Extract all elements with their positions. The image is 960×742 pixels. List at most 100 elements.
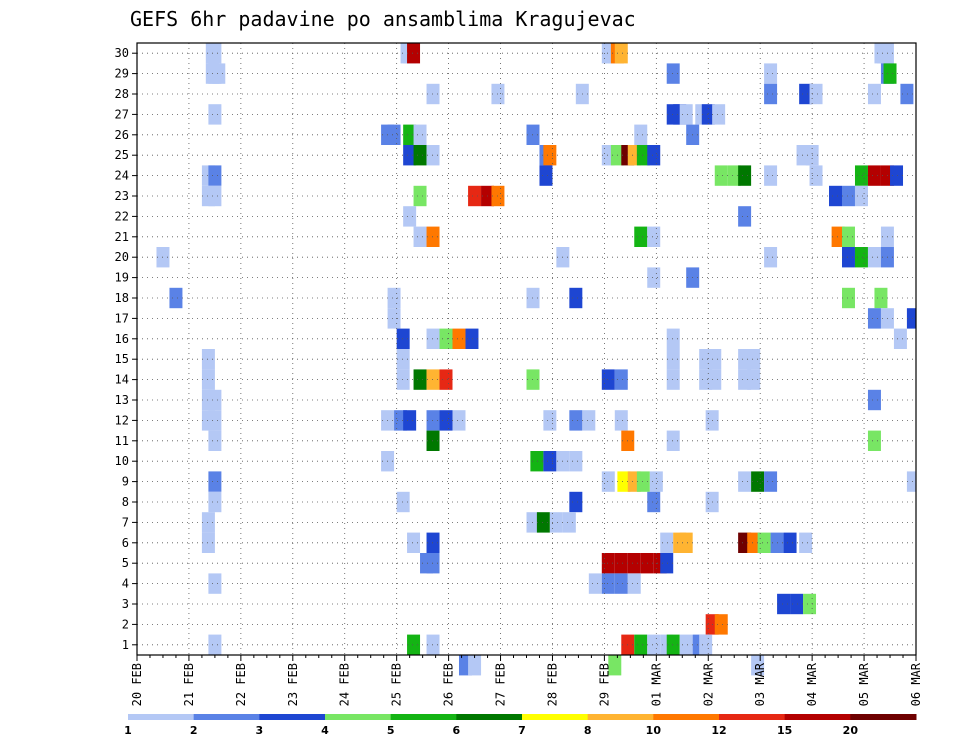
precip-cell bbox=[439, 369, 453, 390]
colorbar-label: 10 bbox=[646, 724, 662, 737]
y-tick-label: 7 bbox=[122, 515, 129, 529]
precip-cell bbox=[387, 287, 401, 309]
x-tick-label: 04 MAR bbox=[805, 662, 819, 706]
y-tick-label: 27 bbox=[115, 107, 129, 121]
precip-cell bbox=[403, 124, 417, 145]
precip-cell bbox=[601, 573, 615, 594]
precipitation-cells bbox=[156, 43, 916, 676]
colorbar-label: 8 bbox=[584, 724, 592, 737]
precip-cell bbox=[701, 104, 715, 125]
precip-cell bbox=[660, 553, 674, 574]
precip-cell bbox=[890, 165, 904, 186]
precip-cell bbox=[854, 185, 868, 207]
precip-cell bbox=[468, 655, 482, 676]
precip-cell bbox=[679, 104, 693, 125]
x-tick-label: 21 FEB bbox=[182, 663, 196, 706]
y-axis-ticks: 1234567891011121314151617181920212223242… bbox=[115, 46, 137, 652]
precip-cell bbox=[649, 471, 663, 492]
grid-lines bbox=[137, 43, 916, 655]
precip-cell bbox=[841, 185, 855, 207]
precip-cell bbox=[426, 634, 440, 655]
colorbar-swatch bbox=[850, 714, 917, 720]
colorbar-label: 12 bbox=[711, 724, 726, 737]
precip-cell bbox=[413, 185, 427, 207]
colorbar-label: 3 bbox=[256, 724, 264, 737]
y-tick-label: 12 bbox=[115, 413, 129, 427]
y-tick-label: 17 bbox=[115, 311, 129, 325]
precip-cell bbox=[614, 369, 628, 390]
y-tick-label: 9 bbox=[122, 475, 129, 489]
precip-cell bbox=[900, 83, 914, 105]
colorbar-label: 2 bbox=[190, 724, 198, 737]
y-tick-label: 23 bbox=[115, 189, 129, 203]
colorbar-label: 6 bbox=[453, 724, 461, 737]
precip-cell bbox=[169, 287, 183, 309]
y-tick-label: 21 bbox=[115, 230, 129, 244]
precip-cell bbox=[906, 471, 916, 492]
precip-cell bbox=[539, 165, 553, 186]
precip-cell bbox=[627, 553, 641, 574]
precip-cell bbox=[208, 634, 222, 655]
precip-cell bbox=[208, 185, 222, 207]
colorbar-swatch bbox=[128, 714, 195, 720]
precip-cell bbox=[727, 165, 741, 186]
precip-cell bbox=[208, 471, 222, 492]
x-tick-label: 26 FEB bbox=[442, 663, 456, 706]
precip-cell bbox=[201, 532, 215, 553]
precip-cell bbox=[201, 369, 215, 390]
precip-cell bbox=[666, 328, 680, 349]
y-tick-label: 2 bbox=[122, 617, 129, 631]
colorbar-swatch bbox=[259, 714, 326, 720]
precip-cell bbox=[906, 308, 916, 329]
precip-cell bbox=[874, 287, 888, 309]
precip-cell bbox=[208, 430, 222, 451]
precip-cell bbox=[829, 185, 842, 207]
precip-cell bbox=[666, 634, 680, 655]
precip-cell bbox=[799, 532, 813, 553]
y-tick-label: 26 bbox=[115, 128, 129, 142]
precip-cell bbox=[212, 63, 226, 84]
precip-cell bbox=[841, 287, 855, 309]
precip-cell bbox=[647, 491, 661, 513]
colorbar-legend: 1 2 3 4 5 6 7 8 10 12 15 20 bbox=[124, 714, 917, 737]
colorbar-swatch bbox=[390, 714, 457, 720]
colorbar-label: 5 bbox=[387, 724, 395, 737]
precip-cell bbox=[751, 655, 765, 676]
precip-cell bbox=[208, 43, 222, 64]
y-tick-label: 22 bbox=[115, 209, 129, 223]
precip-cell bbox=[757, 532, 771, 553]
precip-cell bbox=[854, 247, 868, 268]
colorbar-swatch bbox=[325, 714, 392, 720]
y-tick-label: 16 bbox=[115, 332, 129, 346]
precip-cell bbox=[407, 43, 421, 64]
precip-cell bbox=[636, 471, 650, 492]
precip-cell bbox=[854, 165, 868, 186]
precip-cell bbox=[582, 410, 596, 431]
y-tick-label: 18 bbox=[115, 291, 129, 305]
precip-cell bbox=[747, 532, 761, 553]
precip-cell bbox=[867, 165, 881, 186]
precip-cell bbox=[803, 593, 817, 615]
precip-cell bbox=[208, 389, 222, 411]
precip-cell bbox=[634, 124, 648, 145]
precip-cell bbox=[809, 165, 823, 186]
precip-cell bbox=[426, 145, 440, 166]
precip-cell bbox=[617, 471, 631, 492]
precip-cell bbox=[426, 369, 440, 390]
precip-cell bbox=[439, 328, 453, 349]
precip-cell bbox=[614, 43, 628, 64]
precip-cell bbox=[647, 267, 661, 288]
x-tick-label: 03 MAR bbox=[753, 662, 767, 706]
precip-cell bbox=[699, 634, 713, 655]
x-tick-label: 29 FEB bbox=[597, 663, 611, 706]
precip-cell bbox=[777, 593, 791, 615]
colorbar-label: 7 bbox=[518, 724, 526, 737]
colorbar-swatch bbox=[587, 714, 654, 720]
precip-cell bbox=[647, 226, 661, 247]
precip-cell bbox=[708, 369, 722, 390]
precip-cell bbox=[569, 451, 583, 472]
precip-cell bbox=[747, 369, 761, 390]
x-tick-label: 05 MAR bbox=[857, 662, 871, 706]
precip-cell bbox=[426, 553, 440, 574]
x-tick-label: 20 FEB bbox=[130, 663, 144, 706]
